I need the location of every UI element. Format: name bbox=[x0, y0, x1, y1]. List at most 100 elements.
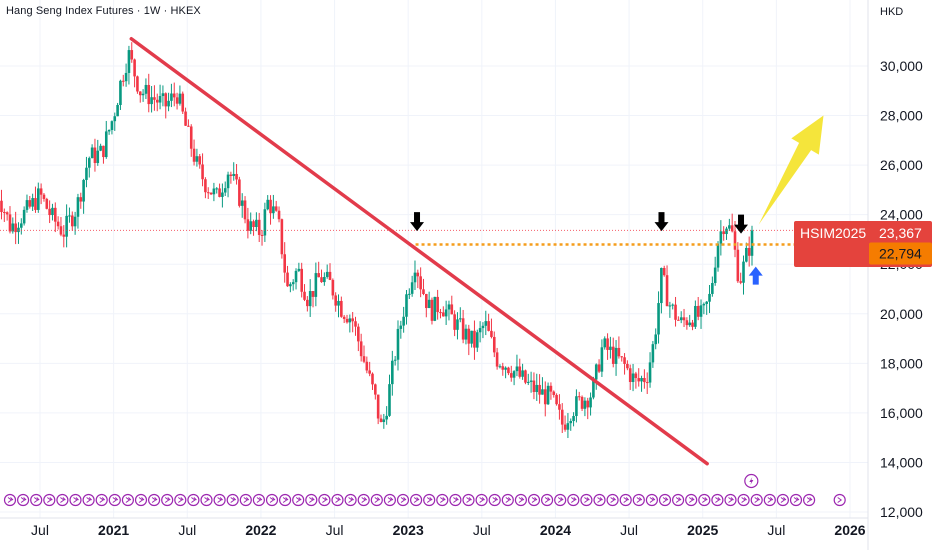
event-icon[interactable] bbox=[606, 493, 619, 507]
event-icon[interactable] bbox=[449, 493, 462, 507]
candle-body bbox=[136, 76, 139, 92]
event-icon[interactable] bbox=[698, 493, 711, 507]
event-icon[interactable] bbox=[724, 493, 737, 507]
candle-body bbox=[280, 219, 284, 255]
event-icon[interactable] bbox=[685, 493, 698, 507]
candle-body bbox=[243, 200, 247, 220]
event-icon[interactable] bbox=[776, 493, 790, 507]
event-icon[interactable] bbox=[462, 493, 475, 507]
event-icon[interactable] bbox=[370, 493, 383, 507]
event-icon[interactable] bbox=[436, 493, 449, 507]
event-icon[interactable] bbox=[540, 493, 554, 507]
chevron-icon bbox=[256, 497, 263, 503]
event-icon[interactable] bbox=[567, 493, 580, 507]
event-icon[interactable] bbox=[514, 493, 528, 507]
downtrend-line[interactable] bbox=[129, 36, 709, 466]
event-icon[interactable] bbox=[174, 493, 187, 507]
event-icon[interactable] bbox=[619, 493, 632, 507]
candle-body bbox=[705, 301, 708, 304]
event-icon[interactable] bbox=[17, 493, 30, 507]
event-icon[interactable] bbox=[56, 493, 69, 507]
event-icon[interactable] bbox=[396, 493, 410, 507]
chevron-icon bbox=[518, 497, 525, 503]
down-arrow-icon[interactable] bbox=[410, 212, 425, 232]
event-icon[interactable] bbox=[671, 493, 685, 507]
event-icon[interactable] bbox=[833, 493, 846, 507]
candle-body bbox=[509, 373, 513, 378]
down-arrow-icon[interactable] bbox=[734, 214, 749, 234]
chevron-icon bbox=[204, 497, 210, 503]
event-icon[interactable] bbox=[82, 493, 95, 507]
event-icon[interactable] bbox=[423, 493, 436, 507]
event-icon[interactable] bbox=[737, 493, 750, 507]
event-icons[interactable] bbox=[3, 473, 846, 507]
event-icon[interactable] bbox=[763, 493, 776, 507]
event-icon[interactable] bbox=[121, 493, 135, 507]
event-icon[interactable] bbox=[108, 493, 121, 507]
time-axis[interactable]: Jul 2021 Jul 2022 Jul 2023 Jul 2024 Jul 2025 Jul 20… bbox=[31, 522, 866, 538]
event-icon[interactable] bbox=[95, 493, 108, 507]
event-icon[interactable] bbox=[305, 493, 318, 507]
currency-label[interactable]: HKD bbox=[880, 6, 904, 18]
event-icon[interactable] bbox=[802, 493, 816, 507]
event-icon[interactable] bbox=[187, 493, 200, 507]
event-icon[interactable] bbox=[213, 493, 226, 507]
candle-body bbox=[408, 293, 411, 295]
event-icon[interactable] bbox=[252, 493, 265, 507]
candle-body bbox=[577, 396, 581, 398]
event-circle bbox=[318, 493, 331, 507]
candle-body bbox=[195, 156, 199, 162]
event-icon[interactable] bbox=[711, 493, 724, 507]
event-icon[interactable] bbox=[43, 493, 56, 507]
yellow-target-arrow[interactable] bbox=[758, 115, 824, 225]
event-icon[interactable] bbox=[292, 493, 305, 507]
event-icon[interactable] bbox=[580, 493, 593, 507]
chevron-icon bbox=[164, 497, 171, 503]
time-tick-month: Jul bbox=[326, 522, 344, 538]
event-icon[interactable] bbox=[632, 493, 645, 507]
event-icon[interactable] bbox=[226, 493, 239, 507]
event-icon[interactable] bbox=[527, 493, 541, 507]
lightning-icon[interactable] bbox=[744, 473, 759, 489]
event-icon[interactable] bbox=[279, 493, 292, 507]
event-icon[interactable] bbox=[410, 493, 423, 507]
candle-body bbox=[155, 99, 159, 103]
event-icon[interactable] bbox=[30, 493, 43, 507]
candle-body bbox=[594, 364, 598, 380]
chevron-icon bbox=[138, 497, 145, 503]
event-icon[interactable] bbox=[148, 493, 161, 507]
event-icon[interactable] bbox=[357, 493, 370, 507]
event-icon[interactable] bbox=[239, 493, 252, 507]
down-arrow-icon[interactable] bbox=[654, 212, 669, 232]
event-icon[interactable] bbox=[134, 493, 148, 507]
event-icon[interactable] bbox=[383, 493, 396, 507]
event-icon[interactable] bbox=[645, 493, 659, 507]
candle-body bbox=[396, 328, 400, 360]
candle-body bbox=[167, 100, 170, 107]
chevron-icon bbox=[531, 497, 538, 503]
event-icon[interactable] bbox=[69, 493, 82, 507]
event-icon[interactable] bbox=[200, 493, 213, 507]
event-icon[interactable] bbox=[318, 493, 331, 507]
candle-body bbox=[507, 367, 510, 374]
event-icon[interactable] bbox=[331, 493, 344, 507]
event-icon[interactable] bbox=[750, 493, 763, 507]
candle-body bbox=[427, 299, 431, 309]
price-axis[interactable]: 12,00014,00016,00018,00020,00022,00024,0… bbox=[794, 0, 932, 550]
event-icon[interactable] bbox=[344, 493, 357, 507]
level-price-badge[interactable] bbox=[869, 242, 932, 265]
event-icon[interactable] bbox=[3, 493, 17, 507]
event-icon[interactable] bbox=[475, 493, 488, 507]
event-icon[interactable] bbox=[593, 493, 606, 507]
event-icon[interactable] bbox=[265, 493, 279, 507]
event-icon[interactable] bbox=[554, 493, 567, 507]
up-arrow-icon[interactable] bbox=[748, 266, 763, 285]
event-icon[interactable] bbox=[501, 493, 514, 507]
event-icon[interactable] bbox=[161, 493, 174, 507]
event-icon[interactable] bbox=[488, 493, 501, 507]
event-icon[interactable] bbox=[658, 493, 672, 507]
candle-body bbox=[334, 295, 337, 306]
event-icon[interactable] bbox=[789, 493, 803, 507]
